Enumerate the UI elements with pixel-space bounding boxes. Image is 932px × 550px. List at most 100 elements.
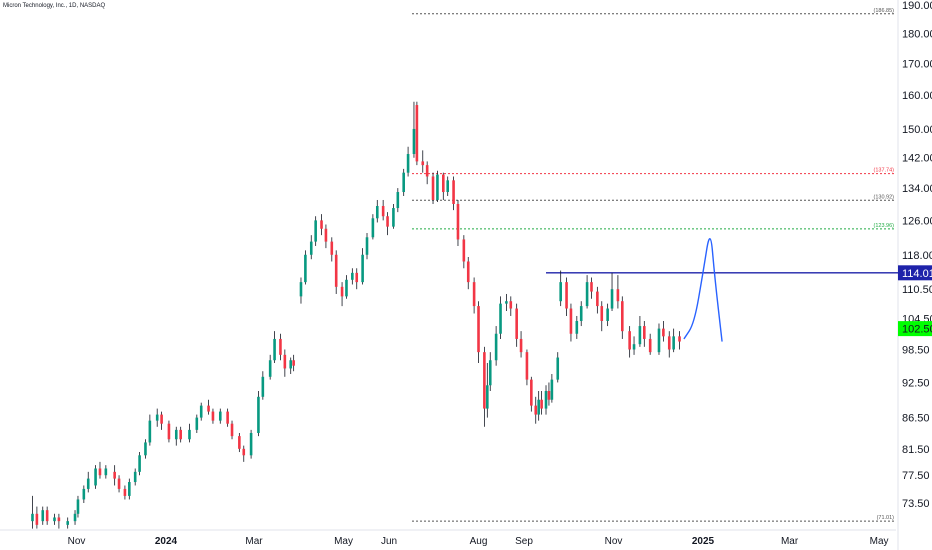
x-tick-label: Nov	[68, 536, 86, 547]
candle-body	[606, 308, 609, 321]
candle-body	[559, 282, 562, 302]
y-tick-label: 142.00	[902, 153, 932, 165]
candle-body	[638, 326, 642, 345]
candle-body	[436, 174, 439, 200]
candle-body	[678, 336, 681, 342]
candle-body	[486, 385, 489, 409]
candle-body	[648, 338, 652, 353]
candle-body	[540, 399, 543, 409]
y-tick-label: 81.50	[902, 444, 930, 456]
candle-body	[402, 172, 405, 193]
x-tick-label: May	[334, 536, 353, 547]
candle-body	[138, 455, 141, 472]
x-tick-label: Nov	[605, 536, 623, 547]
candle-body	[299, 282, 303, 297]
candle-body	[579, 306, 583, 321]
candle-body	[550, 379, 554, 400]
candle-body	[425, 165, 429, 177]
candle-body	[309, 241, 313, 255]
candle-body	[406, 154, 410, 173]
x-tick-label: May	[870, 536, 889, 547]
candle-body	[392, 208, 395, 227]
candle-body	[289, 360, 293, 369]
candle-body	[662, 328, 665, 337]
candle-body	[133, 471, 137, 483]
level-label: (71.01)	[877, 515, 895, 521]
candle-body	[334, 254, 338, 287]
candle-body	[314, 220, 317, 242]
candle-body	[621, 301, 624, 332]
candle-body	[144, 442, 147, 456]
y-tick-label: 86.50	[902, 413, 930, 425]
candle-body	[643, 326, 646, 339]
candle-body	[530, 379, 533, 406]
candle-body	[452, 180, 455, 204]
candle-body	[320, 220, 323, 229]
candle-body	[261, 376, 265, 397]
candle-body	[534, 405, 538, 415]
candle-body	[596, 291, 599, 307]
candle-body	[174, 429, 178, 440]
candle-body	[242, 448, 246, 456]
candle-body	[569, 308, 573, 334]
y-tick-label: 92.50	[902, 377, 930, 389]
candle-body	[207, 405, 210, 412]
candle-body	[86, 478, 90, 489]
candle-body	[230, 423, 234, 437]
candle-body	[31, 513, 34, 522]
candle-body	[375, 206, 379, 219]
candle-body	[600, 306, 604, 321]
x-tick-label: Sep	[515, 536, 533, 547]
projection-curve	[683, 238, 723, 342]
candle-body	[66, 521, 69, 525]
candle-body	[340, 286, 344, 297]
y-tick-label: 170.00	[902, 58, 932, 70]
candle-body	[257, 396, 260, 433]
candle-body	[345, 279, 348, 297]
candle-body	[632, 344, 636, 350]
candle-body	[211, 411, 215, 421]
candle-body	[488, 360, 492, 386]
candle-body	[544, 391, 548, 409]
candle-body	[128, 482, 131, 496]
y-tick-label: 160.00	[902, 90, 932, 102]
candle-body	[386, 216, 389, 227]
level-label: (186.85)	[874, 8, 895, 14]
level-label: (130.92)	[874, 194, 895, 200]
candle-body	[188, 429, 191, 440]
candle-body	[415, 105, 419, 162]
candle-body	[238, 436, 241, 449]
x-tick-label: Jun	[381, 536, 397, 547]
candle-body	[82, 488, 86, 500]
candle-body	[218, 411, 222, 421]
candle-body	[292, 360, 295, 366]
candle-body	[104, 468, 108, 476]
candle-body	[431, 176, 435, 200]
x-tick-label: Mar	[245, 536, 263, 547]
candle-body	[45, 510, 49, 522]
y-tick-label: 73.50	[902, 498, 930, 510]
candle-body	[249, 432, 253, 456]
candle-body	[610, 289, 614, 309]
candle-body	[547, 391, 551, 400]
candle-body	[94, 468, 97, 486]
candle-body	[667, 336, 671, 350]
candle-body	[41, 510, 45, 522]
candle-body	[509, 301, 513, 309]
y-tick-label: 134.00	[902, 183, 932, 195]
candle-body	[616, 289, 620, 302]
candle-body	[283, 354, 287, 369]
candle-body	[98, 468, 102, 476]
candle-body	[565, 282, 568, 309]
candle-body	[273, 338, 276, 361]
y-tick-label: 180.00	[902, 28, 932, 40]
candle-body	[537, 399, 540, 415]
candle-body	[442, 174, 445, 193]
candle-body	[575, 320, 579, 334]
y-tick-label: 150.00	[902, 124, 932, 136]
last-price-label: 102.50	[902, 324, 932, 336]
candle-body	[494, 333, 498, 361]
candle-body	[466, 261, 470, 283]
candle-body	[483, 352, 486, 409]
